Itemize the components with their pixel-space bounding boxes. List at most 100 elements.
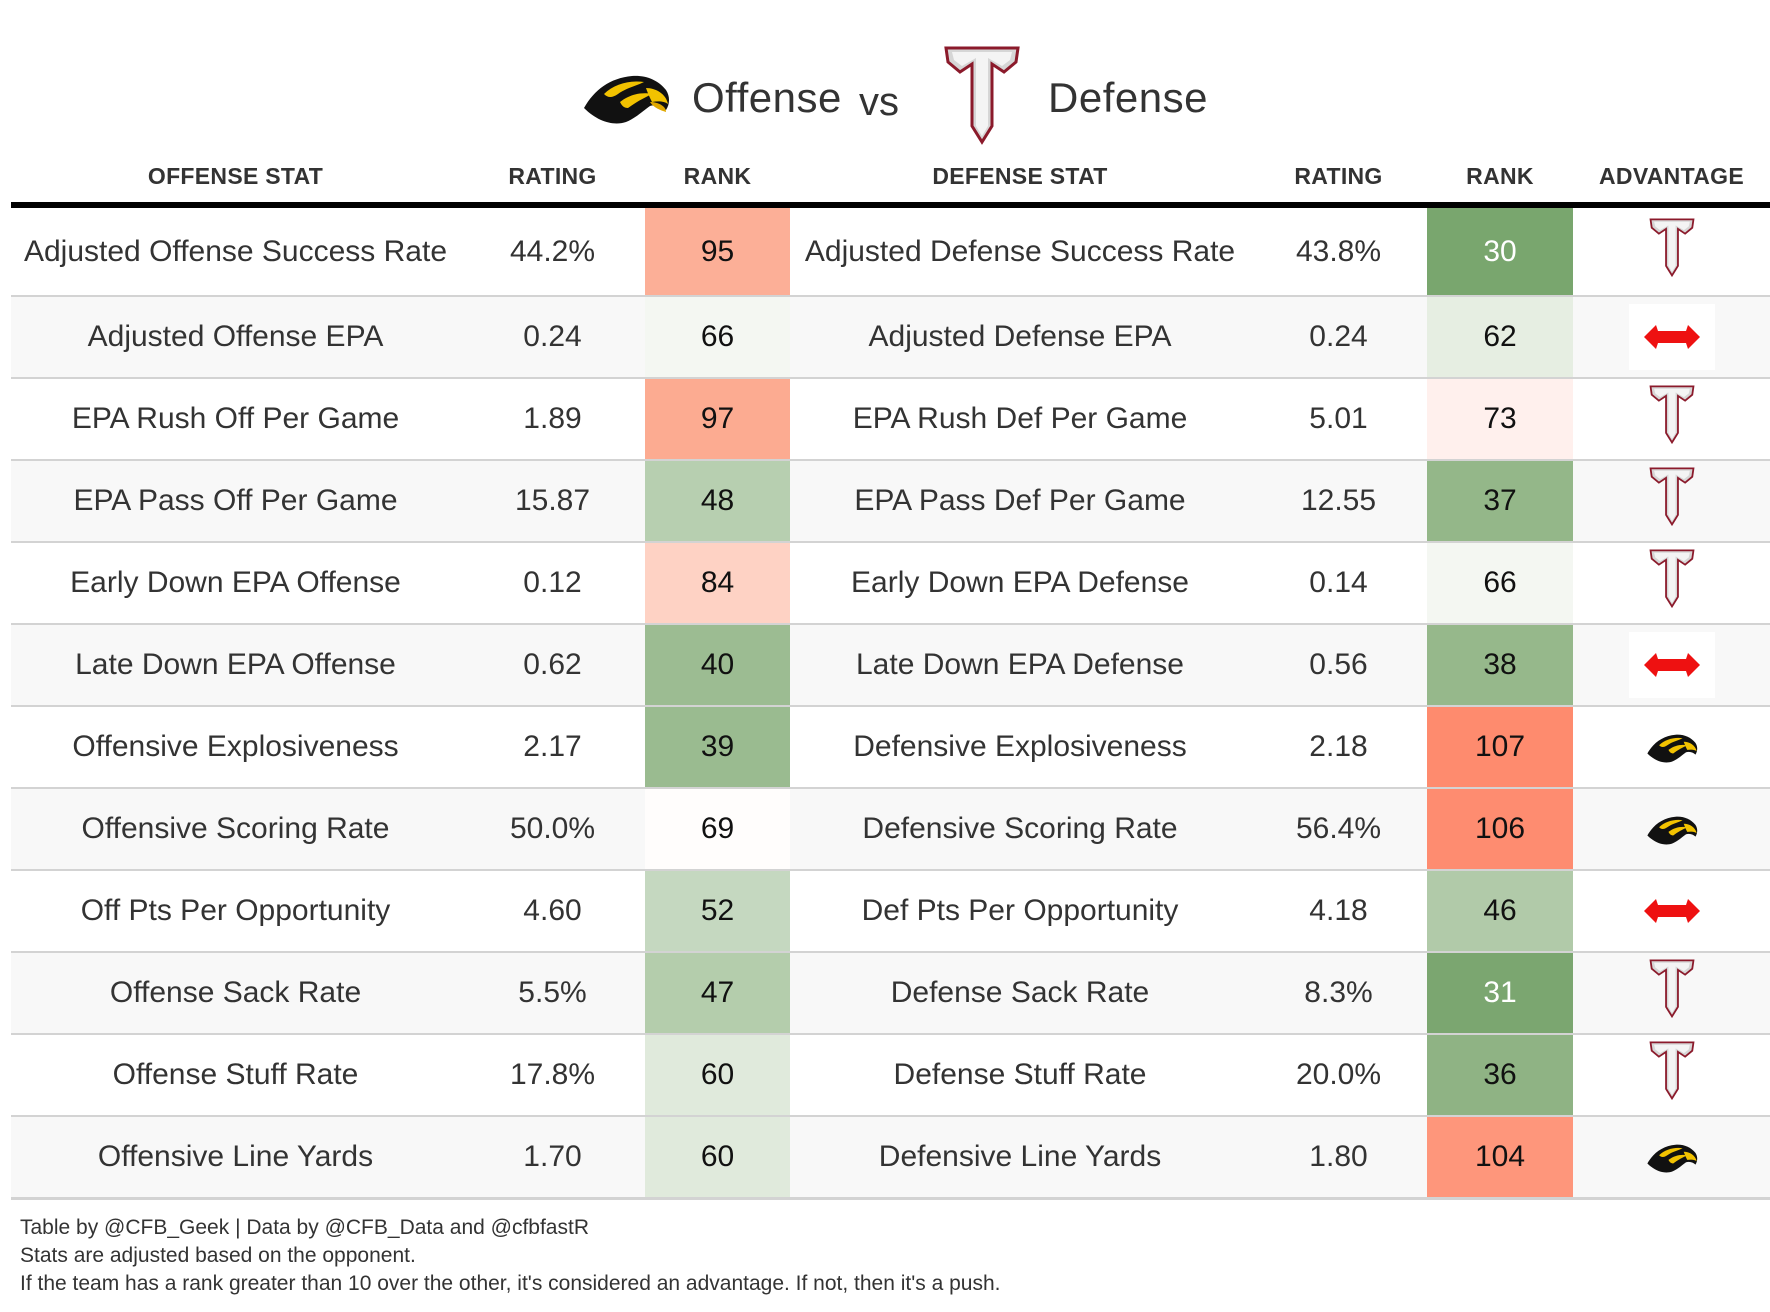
defense-stat: Defense Stuff Rate — [790, 1034, 1250, 1117]
advantage-cell — [1573, 706, 1770, 789]
golden-eagle-logo — [580, 68, 672, 126]
offense-stat: Offensive Scoring Rate — [11, 788, 460, 871]
offense-stat: Early Down EPA Offense — [11, 542, 460, 625]
advantage-cell — [1573, 542, 1770, 625]
defense-rating: 2.18 — [1250, 706, 1427, 789]
offense-stat: Offense Stuff Rate — [11, 1034, 460, 1117]
footer-note-advantage: If the team has a rank greater than 10 o… — [20, 1272, 1001, 1295]
offense-rating: 0.12 — [460, 542, 645, 625]
offense-rating: 0.62 — [460, 624, 645, 707]
advantage-cell — [1573, 205, 1770, 297]
defense-rank: 106 — [1427, 788, 1573, 871]
troy-t-logo — [942, 44, 1022, 148]
offense-rating: 5.5% — [460, 952, 645, 1035]
offense-stat: Offensive Line Yards — [11, 1116, 460, 1200]
offense-rating: 44.2% — [460, 205, 645, 297]
offense-rating: 1.70 — [460, 1116, 645, 1200]
offense-rank: 66 — [645, 296, 790, 379]
offense-rank: 60 — [645, 1034, 790, 1117]
defense-rank: 73 — [1427, 378, 1573, 461]
defense-rank: 38 — [1427, 624, 1573, 707]
advantage-cell — [1573, 624, 1770, 707]
offense-stat: Late Down EPA Offense — [11, 624, 460, 707]
defense-rating: 0.56 — [1250, 624, 1427, 707]
defense-rating: 43.8% — [1250, 205, 1427, 297]
col-offense-stat: OFFENSE STAT — [11, 150, 460, 208]
table-row: EPA Rush Off Per Game 1.89 97 EPA Rush Def … — [11, 378, 1770, 461]
offense-rank: 60 — [645, 1116, 790, 1200]
defense-rating: 12.55 — [1250, 460, 1427, 543]
golden-eagle-icon — [1629, 714, 1715, 780]
defense-rating: 5.01 — [1250, 378, 1427, 461]
offense-rank: 39 — [645, 706, 790, 789]
offense-stat: Adjusted Offense Success Rate — [11, 205, 460, 297]
defense-stat: Adjusted Defense EPA — [790, 296, 1250, 379]
advantage-cell — [1573, 378, 1770, 461]
troy-t-icon — [1629, 464, 1715, 530]
advantage-cell — [1573, 460, 1770, 543]
advantage-cell — [1573, 870, 1770, 953]
advantage-cell — [1573, 296, 1770, 379]
table-row: Offensive Explosiveness 2.17 39 Defensive E… — [11, 706, 1770, 789]
offense-rating: 17.8% — [460, 1034, 645, 1117]
defense-rating: 1.80 — [1250, 1116, 1427, 1200]
troy-t-icon — [1629, 215, 1715, 281]
offense-title: Offense — [692, 74, 842, 121]
table-row: Offensive Line Yards 1.70 60 Defensive Line… — [11, 1116, 1770, 1200]
offense-rating: 15.87 — [460, 460, 645, 543]
offense-stat: EPA Pass Off Per Game — [11, 460, 460, 543]
col-advantage: ADVANTAGE — [1573, 150, 1770, 208]
col-offense-rating: RATING — [460, 150, 645, 208]
offense-stat: Offensive Explosiveness — [11, 706, 460, 789]
double-arrow-icon — [1628, 632, 1715, 698]
troy-t-icon — [1629, 956, 1715, 1022]
defense-stat: Defensive Line Yards — [790, 1116, 1250, 1200]
troy-t-icon — [1629, 546, 1715, 612]
col-defense-stat: DEFENSE STAT — [790, 150, 1250, 208]
defense-rank: 62 — [1427, 296, 1573, 379]
matchup-table: OFFENSE STAT RATING RANK DEFENSE STAT RA… — [11, 150, 1770, 1200]
defense-rank: 30 — [1427, 205, 1573, 297]
defense-rank: 46 — [1427, 870, 1573, 953]
offense-stat: EPA Rush Off Per Game — [11, 378, 460, 461]
table-row: Early Down EPA Offense 0.12 84 Early Down E… — [11, 542, 1770, 625]
offense-stat: Offense Sack Rate — [11, 952, 460, 1035]
offense-rank: 47 — [645, 952, 790, 1035]
defense-rating: 0.14 — [1250, 542, 1427, 625]
table-row: Off Pts Per Opportunity 4.60 52 Def Pts Per… — [11, 870, 1770, 953]
offense-rank: 84 — [645, 542, 790, 625]
offense-rank: 97 — [645, 378, 790, 461]
defense-stat: Adjusted Defense Success Rate — [790, 205, 1250, 297]
defense-stat: Defensive Explosiveness — [790, 706, 1250, 789]
defense-rank: 104 — [1427, 1116, 1573, 1200]
offense-rank: 69 — [645, 788, 790, 871]
vs-label: vs — [859, 80, 899, 124]
advantage-cell — [1573, 1034, 1770, 1117]
defense-stat: EPA Pass Def Per Game — [790, 460, 1250, 543]
header-row: OFFENSE STAT RATING RANK DEFENSE STAT RA… — [11, 150, 1770, 208]
col-defense-rank: RANK — [1427, 150, 1573, 208]
offense-rating: 0.24 — [460, 296, 645, 379]
defense-title: Defense — [1048, 74, 1208, 121]
offense-rating: 1.89 — [460, 378, 645, 461]
defense-rank: 31 — [1427, 952, 1573, 1035]
defense-rank: 36 — [1427, 1034, 1573, 1117]
table-row: Offensive Scoring Rate 50.0% 69 Defensive S… — [11, 788, 1770, 871]
defense-stat: Defensive Scoring Rate — [790, 788, 1250, 871]
table-row: Adjusted Offense EPA 0.24 66 Adjusted Defen… — [11, 296, 1770, 379]
offense-stat: Off Pts Per Opportunity — [11, 870, 460, 953]
footer-note-adjusted: Stats are adjusted based on the opponent… — [20, 1244, 416, 1267]
col-offense-rank: RANK — [645, 150, 790, 208]
footer-notes: Table by @CFB_Geek | Data by @CFB_Data a… — [20, 1214, 1000, 1298]
footer-credits: Table by @CFB_Geek | Data by @CFB_Data a… — [20, 1216, 589, 1239]
advantage-cell — [1573, 952, 1770, 1035]
offense-rank: 40 — [645, 624, 790, 707]
double-arrow-icon — [1628, 304, 1715, 370]
offense-rating: 50.0% — [460, 788, 645, 871]
title-bar: Offense vs Defense — [0, 30, 1770, 145]
defense-stat: Late Down EPA Defense — [790, 624, 1250, 707]
defense-rating: 8.3% — [1250, 952, 1427, 1035]
offense-rank: 48 — [645, 460, 790, 543]
table-row: EPA Pass Off Per Game 15.87 48 EPA Pass Def… — [11, 460, 1770, 543]
defense-stat: Early Down EPA Defense — [790, 542, 1250, 625]
